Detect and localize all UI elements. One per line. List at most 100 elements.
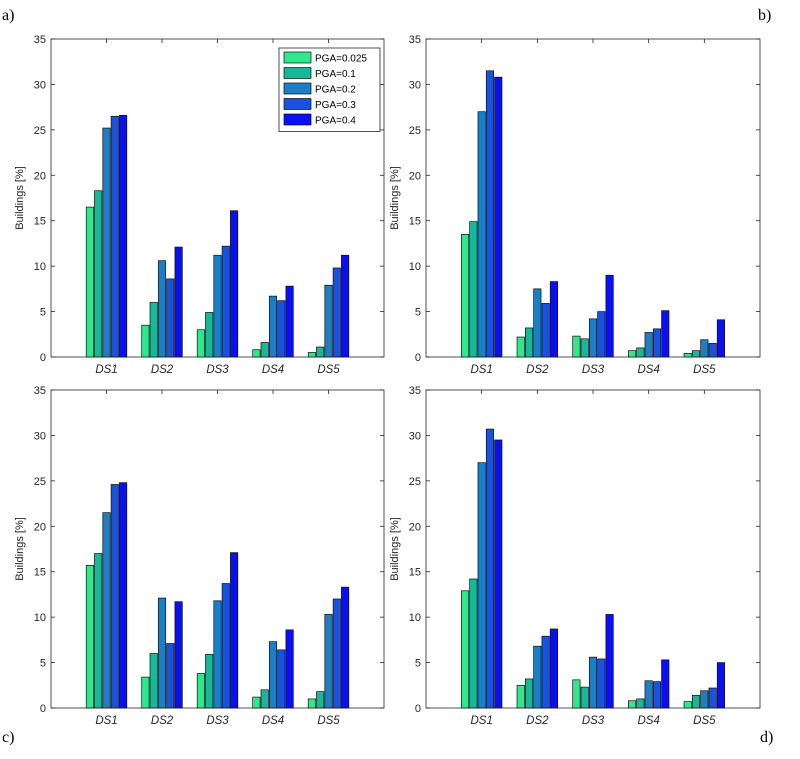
legend-swatch <box>283 51 312 64</box>
bar-d-PGA=0.4-DS1 <box>494 439 503 709</box>
y-tick-label: 0 <box>40 352 46 364</box>
y-axis-label: Buildings [%] <box>14 166 26 230</box>
bar-a-PGA=0.4-DS5 <box>341 254 350 358</box>
bar-a-PGA=0.2-DS1 <box>102 127 111 358</box>
bar-b-PGA=0.4-DS1 <box>494 76 503 358</box>
bar-a-PGA=0.3-DS4 <box>277 300 286 358</box>
bar-c-PGA=0.3-DS2 <box>166 643 175 709</box>
bar-c-PGA=0.025-DS4 <box>252 696 261 709</box>
bar-d-PGA=0.3-DS5 <box>708 687 717 709</box>
bar-a-PGA=0.3-DS3 <box>221 245 230 358</box>
y-tick-label: 0 <box>40 703 46 715</box>
bar-c-PGA=0.025-DS5 <box>307 698 316 709</box>
x-tick-label: DS3 <box>206 715 229 727</box>
bar-a-PGA=0.025-DS1 <box>85 206 94 358</box>
x-tick-label: DS3 <box>206 364 229 376</box>
y-tick-label: 15 <box>34 216 46 228</box>
bar-b-PGA=0.3-DS3 <box>597 311 606 358</box>
y-tick-label: 25 <box>409 476 421 488</box>
bar-a-PGA=0.1-DS1 <box>94 190 103 358</box>
bar-d-PGA=0.4-DS3 <box>605 614 614 709</box>
bar-c-PGA=0.3-DS3 <box>221 583 230 709</box>
panel-letter-c: c) <box>2 729 14 746</box>
bar-b-PGA=0.3-DS1 <box>485 70 495 358</box>
y-tick-label: 5 <box>40 658 46 670</box>
bar-a-PGA=0.1-DS5 <box>316 346 325 358</box>
bar-d-PGA=0.025-DS4 <box>628 700 637 709</box>
bar-b-PGA=0.1-DS5 <box>691 350 701 358</box>
y-tick-label: 35 <box>34 385 46 397</box>
bar-b-PGA=0.2-DS4 <box>644 332 653 358</box>
bar-b-PGA=0.1-DS1 <box>469 221 478 358</box>
bar-c-PGA=0.4-DS1 <box>119 482 128 709</box>
legend: PGA=0.025 PGA=0.1 PGA=0.2 PGA=0.3 PGA=0.4 <box>278 47 381 132</box>
bar-a-PGA=0.025-DS5 <box>307 352 316 358</box>
bar-d-PGA=0.4-DS5 <box>716 662 725 709</box>
y-tick-label: 10 <box>34 261 46 273</box>
bar-a-PGA=0.025-DS2 <box>141 324 150 358</box>
bar-c-PGA=0.3-DS5 <box>332 598 341 709</box>
y-tick-label: 30 <box>34 430 46 442</box>
y-axis-label: Buildings [%] <box>14 517 26 581</box>
y-tick-label: 10 <box>409 261 421 273</box>
x-tick-label: DS1 <box>95 364 117 376</box>
bar-a-PGA=0.1-DS4 <box>260 342 269 358</box>
x-tick-label: DS1 <box>470 715 492 727</box>
bar-c-PGA=0.4-DS2 <box>174 601 183 709</box>
x-tick-label: DS5 <box>317 364 340 376</box>
charts-group: 0 5 10 15 20 25 30 35 Buildings [%] DS1 DS2 DS3 DS4 D… <box>14 34 761 727</box>
chart-panel-d: 0 5 10 15 20 25 30 35 Buildings [%] DS1 DS2 DS3 DS4 D… <box>389 385 761 727</box>
y-tick-label: 20 <box>409 170 421 182</box>
bar-b-PGA=0.025-DS4 <box>628 350 637 358</box>
bar-b-PGA=0.3-DS2 <box>541 303 550 358</box>
panel-letter-d: d) <box>760 729 773 746</box>
bar-c-PGA=0.2-DS5 <box>324 614 333 709</box>
chart-panel-b: 0 5 10 15 20 25 30 35 Buildings [%] DS1 DS2 DS3 DS4 D… <box>389 34 761 376</box>
bar-b-PGA=0.4-DS3 <box>605 274 614 358</box>
bar-b-PGA=0.3-DS4 <box>652 328 662 358</box>
y-tick-label: 0 <box>415 352 421 364</box>
bar-b-PGA=0.4-DS5 <box>716 319 725 358</box>
x-tick-label: DS4 <box>262 364 284 376</box>
x-tick-label: DS3 <box>582 715 605 727</box>
legend-swatch <box>283 82 312 95</box>
y-tick-label: 10 <box>34 612 46 624</box>
y-tick-label: 10 <box>409 612 421 624</box>
bar-d-PGA=0.1-DS5 <box>691 694 701 709</box>
bar-a-PGA=0.2-DS2 <box>157 260 167 358</box>
bar-c-PGA=0.025-DS3 <box>196 673 205 709</box>
bar-c-PGA=0.2-DS1 <box>102 512 111 709</box>
x-tick-label: DS5 <box>317 715 340 727</box>
bar-d-PGA=0.3-DS3 <box>597 658 606 709</box>
bar-a-PGA=0.025-DS3 <box>196 329 205 358</box>
x-tick-label: DS2 <box>526 364 549 376</box>
y-tick-label: 5 <box>40 307 46 319</box>
y-tick-label: 20 <box>34 170 46 182</box>
y-axis-label: Buildings [%] <box>389 166 401 230</box>
legend-entry-label: PGA=0.025 <box>315 54 367 65</box>
y-tick-label: 20 <box>34 521 46 533</box>
bar-d-PGA=0.1-DS4 <box>636 698 645 709</box>
bar-a-PGA=0.3-DS1 <box>110 115 119 358</box>
bar-a-PGA=0.4-DS4 <box>285 285 294 358</box>
bar-c-PGA=0.2-DS4 <box>268 641 278 709</box>
bar-c-PGA=0.4-DS4 <box>285 629 294 709</box>
bar-b-PGA=0.4-DS4 <box>661 310 670 358</box>
y-tick-label: 35 <box>34 34 46 46</box>
bar-b-PGA=0.2-DS1 <box>477 111 486 358</box>
y-tick-label: 30 <box>409 430 421 442</box>
bar-d-PGA=0.2-DS1 <box>477 462 486 709</box>
bar-a-PGA=0.4-DS3 <box>230 210 239 358</box>
bar-b-PGA=0.2-DS2 <box>533 288 542 358</box>
bar-c-PGA=0.1-DS3 <box>205 654 214 709</box>
bar-b-PGA=0.1-DS3 <box>580 338 589 358</box>
bar-a-PGA=0.4-DS1 <box>119 114 128 358</box>
bar-d-PGA=0.2-DS3 <box>588 656 598 709</box>
y-tick-label: 35 <box>409 385 421 397</box>
x-tick-label: DS2 <box>526 715 549 727</box>
bar-b-PGA=0.1-DS2 <box>524 327 534 358</box>
chart-panel-c: 0 5 10 15 20 25 30 35 Buildings [%] DS1 DS2 DS3 DS4 D… <box>14 385 385 727</box>
bar-b-PGA=0.025-DS3 <box>572 335 581 358</box>
bar-d-PGA=0.025-DS3 <box>572 679 581 709</box>
bar-a-PGA=0.2-DS4 <box>268 295 278 358</box>
